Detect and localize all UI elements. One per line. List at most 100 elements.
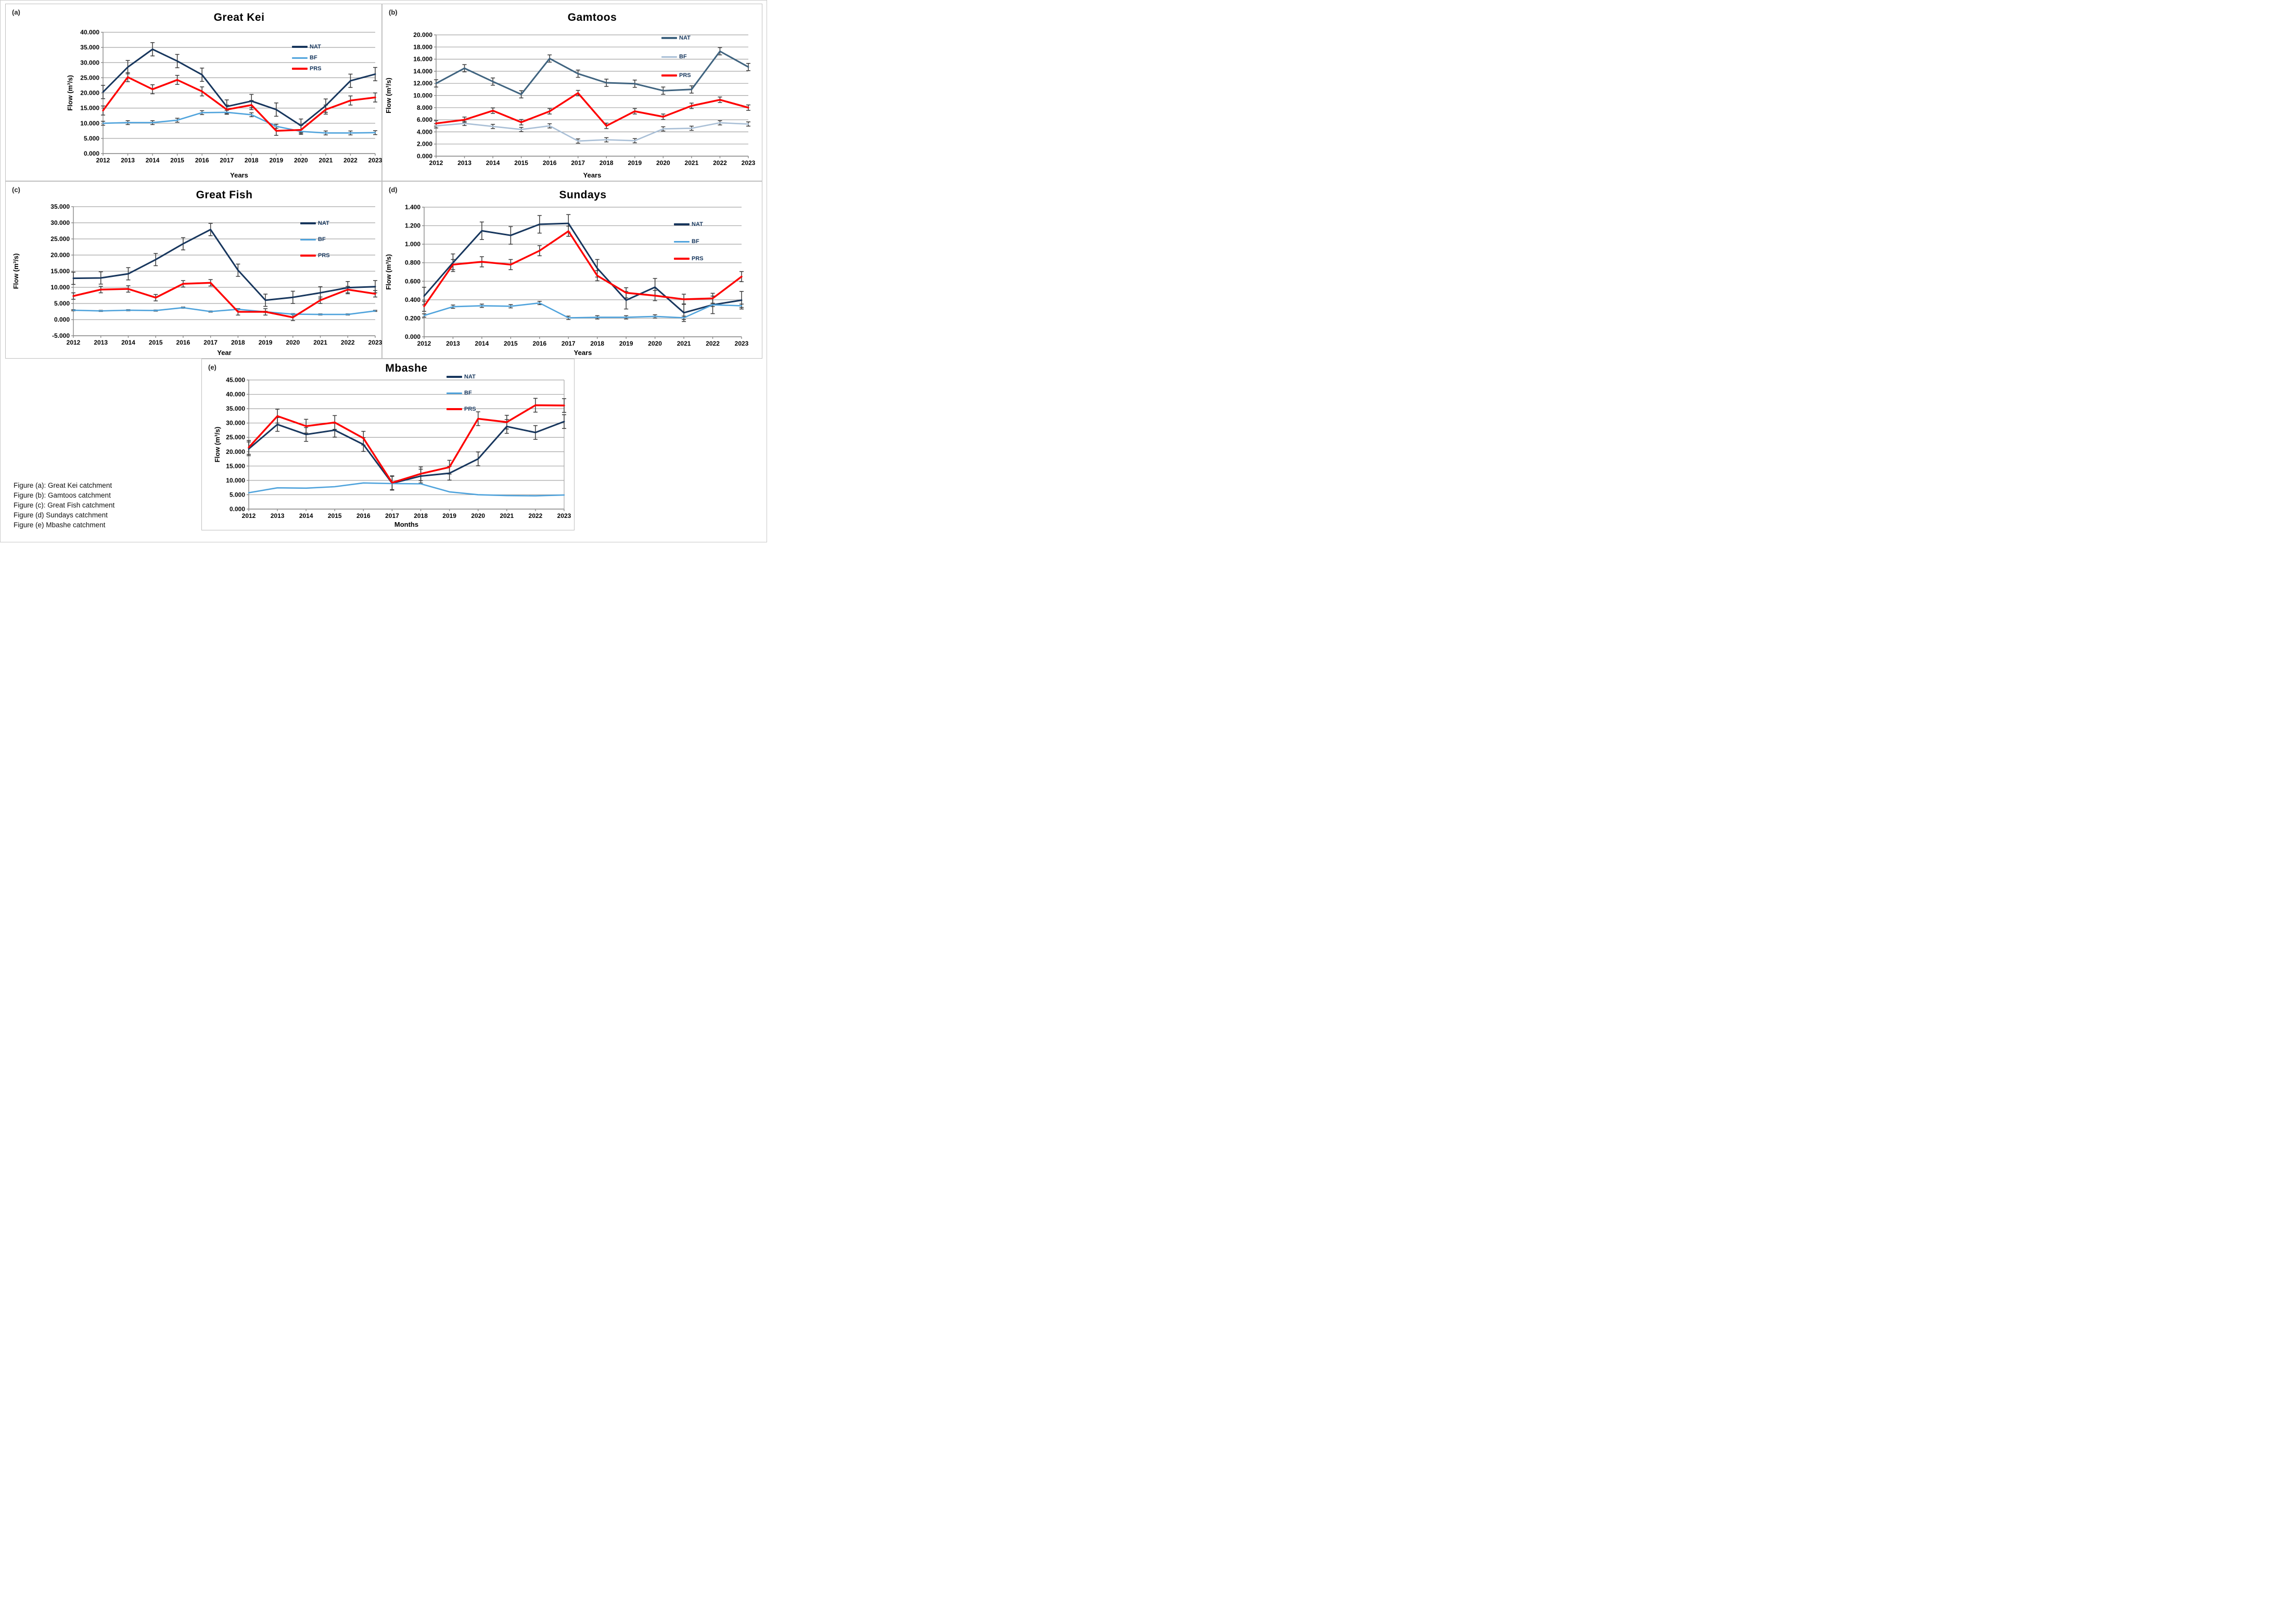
series-line-prs: [248, 404, 565, 484]
y-tick-label: 0.000: [54, 316, 70, 323]
x-tick-label: 2022: [341, 339, 355, 346]
legend-swatch-prs: [292, 68, 308, 70]
figure-captions: Figure (a): Great Kei catchment Figure (b…: [14, 480, 114, 530]
x-tick-label: 2019: [619, 340, 633, 347]
chart-panel-a: (a) Great Kei 0.000 5.000 10.000 15.000 20.000…: [5, 4, 382, 181]
x-tick-label: 2021: [677, 340, 691, 347]
x-tick-label: 2022: [713, 159, 727, 167]
panel-letter: (e): [208, 363, 216, 371]
legend-item-prs: PRS: [674, 256, 704, 262]
y-tick-label: 15.000: [80, 105, 99, 112]
series-line-prs: [102, 76, 376, 132]
legend-label: BF: [464, 390, 472, 396]
y-tick-label: 40.000: [226, 391, 245, 398]
x-tick-label: 2012: [67, 339, 81, 346]
legend-label: BF: [310, 55, 317, 61]
series-line-nat: [72, 229, 376, 301]
x-tick-label: 2016: [176, 339, 190, 346]
y-tick-label: 1.000: [405, 240, 420, 248]
legend-label: NAT: [679, 35, 691, 41]
series-line-bf: [248, 482, 565, 497]
x-tick-label: 2013: [121, 157, 135, 164]
legend-item-prs: PRS: [300, 252, 330, 259]
y-tick-label: 14.000: [413, 68, 432, 75]
y-tick-label: 6.000: [417, 116, 432, 123]
legend-label: BF: [692, 238, 699, 245]
x-axis-title: Years: [230, 171, 248, 179]
x-tick-label: 2019: [269, 157, 283, 164]
x-tick-label: 2014: [486, 159, 500, 167]
x-tick-label: 2021: [685, 159, 699, 167]
caption-line: Figure (a): Great Kei catchment: [14, 481, 112, 489]
y-tick-label: 30.000: [226, 420, 245, 427]
figure-canvas: (a) Great Kei 0.000 5.000 10.000 15.000 20.000…: [0, 0, 767, 542]
chart-plot: 0.000 5.000 10.000 15.000 20.000 25.000 30.000…: [66, 29, 382, 179]
series-line-nat: [248, 421, 565, 484]
y-tick-label: 10.000: [80, 120, 99, 127]
y-tick-label: 0.200: [405, 314, 420, 322]
y-tick-label: 20.000: [226, 448, 245, 455]
chart-legend: NAT BF PRS: [661, 35, 691, 91]
chart-title: Mbashe: [385, 362, 428, 374]
y-tick-label: 18.000: [413, 43, 432, 50]
x-tick-label: 2017: [203, 339, 218, 346]
x-tick-label: 2012: [242, 512, 256, 519]
y-tick-label: 45.000: [226, 376, 245, 384]
x-tick-label: 2023: [368, 157, 382, 164]
chart-legend: NAT BF PRS: [292, 44, 322, 77]
y-tick-label: 35.000: [80, 44, 99, 51]
x-tick-label: 2017: [220, 157, 234, 164]
x-tick-label: 2016: [532, 340, 546, 347]
x-tick-label: 2022: [343, 157, 358, 164]
legend-swatch-prs: [674, 258, 690, 260]
y-tick-label: 25.000: [80, 74, 99, 81]
x-tick-label: 2013: [94, 339, 108, 346]
x-axis-title: Months: [394, 521, 418, 528]
x-tick-label: 2019: [442, 512, 456, 519]
x-tick-label: 2015: [328, 512, 342, 519]
panel-letter: (a): [12, 8, 20, 16]
x-tick-label: 2017: [385, 512, 399, 519]
legend-swatch-bf: [300, 238, 316, 240]
legend-label: BF: [318, 236, 326, 243]
y-tick-label: 12.000: [413, 80, 432, 87]
y-tick-label: 0.800: [405, 259, 420, 267]
x-tick-label: 2023: [368, 339, 382, 346]
x-tick-label: 2015: [149, 339, 163, 346]
series-line-prs: [72, 282, 376, 319]
x-tick-label: 2020: [294, 157, 308, 164]
series-line-nat: [423, 222, 743, 314]
chart-title: Gamtoos: [567, 11, 617, 23]
x-tick-label: 2018: [245, 157, 259, 164]
legend-item-bf: BF: [447, 390, 476, 396]
y-tick-label: 5.000: [84, 135, 99, 142]
legend-item-nat: NAT: [661, 35, 691, 41]
series-line-bf: [423, 302, 743, 319]
y-tick-label: 15.000: [226, 462, 245, 470]
chart-plot: -5.000 0.000 5.000 10.000 15.000 20.000 25.000…: [12, 203, 382, 357]
y-tick-label: 5.000: [229, 491, 245, 498]
legend-label: NAT: [692, 221, 703, 227]
y-tick-label: 20.000: [80, 90, 99, 97]
panel-letter: (b): [389, 8, 398, 16]
legend-item-bf: BF: [661, 54, 691, 60]
caption-line: Figure (c): Great Fish catchment: [14, 501, 115, 509]
x-tick-label: 2013: [271, 512, 285, 519]
legend-swatch-prs: [447, 408, 462, 410]
y-tick-label: 0.000: [229, 505, 245, 513]
chart-plot: 0.000 0.200 0.400 0.600 0.800 1.000 1.200 1.400…: [385, 204, 749, 357]
y-tick-label: 20.000: [413, 31, 432, 39]
y-tick-label: 0.600: [405, 277, 420, 285]
x-tick-label: 2012: [96, 157, 110, 164]
y-tick-label: 8.000: [417, 104, 432, 111]
x-tick-label: 2022: [706, 340, 720, 347]
legend-label: NAT: [318, 220, 329, 226]
chart-title: Great Fish: [196, 189, 253, 201]
chart-title: Great Kei: [213, 11, 265, 23]
x-tick-label: 2017: [562, 340, 576, 347]
legend-item-prs: PRS: [292, 66, 322, 72]
x-tick-label: 2020: [471, 512, 485, 519]
caption-line: Figure (e) Mbashe catchment: [14, 521, 106, 529]
y-tick-label: 0.400: [405, 296, 420, 303]
x-tick-label: 2013: [446, 340, 460, 347]
